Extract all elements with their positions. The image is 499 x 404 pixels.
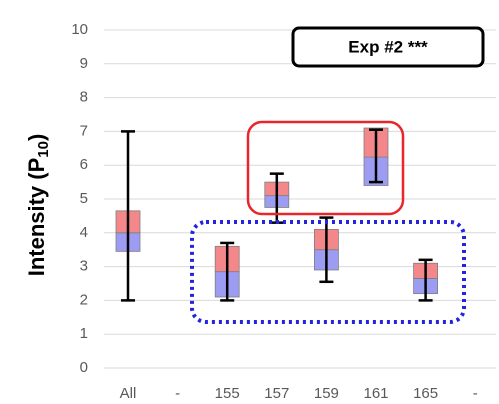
y-title-end: ) bbox=[24, 134, 49, 141]
y-tick-label: 4 bbox=[80, 224, 88, 241]
x-tick-label: 165 bbox=[413, 385, 438, 402]
x-tick-label: - bbox=[473, 385, 478, 402]
x-tick-label: 157 bbox=[264, 385, 289, 402]
y-title-text: Intensity (P bbox=[24, 158, 49, 277]
y-tick-label: 2 bbox=[80, 291, 88, 308]
y-tick-label: 5 bbox=[80, 190, 88, 207]
y-tick-label: 10 bbox=[71, 21, 88, 38]
y-tick-label: 0 bbox=[80, 359, 88, 376]
highlight-red bbox=[246, 120, 405, 216]
y-axis-title: Intensity (P10) bbox=[24, 134, 52, 277]
y-tick-label: 9 bbox=[80, 55, 88, 72]
y-tick-label: 3 bbox=[80, 258, 88, 275]
x-tick-label: - bbox=[175, 385, 180, 402]
highlight-blue bbox=[190, 220, 466, 324]
x-tick-label: 161 bbox=[363, 385, 388, 402]
x-tick-label: All bbox=[120, 385, 137, 402]
annotation: Exp #2 *** bbox=[348, 37, 428, 56]
plot-area: 0 1 2 3 4 5 6 7 8 9 10 All - 155 157 159 161 165 - bbox=[71, 21, 496, 402]
x-tick-label: 159 bbox=[314, 385, 339, 402]
y-tick-label: 8 bbox=[80, 89, 88, 106]
y-tick-label: 6 bbox=[80, 156, 88, 173]
y-title-subscript: 10 bbox=[35, 141, 52, 158]
annotation-box bbox=[291, 26, 485, 68]
y-tick-label: 7 bbox=[80, 122, 88, 139]
x-tick-label: 155 bbox=[215, 385, 240, 402]
y-tick-label: 1 bbox=[80, 325, 88, 342]
